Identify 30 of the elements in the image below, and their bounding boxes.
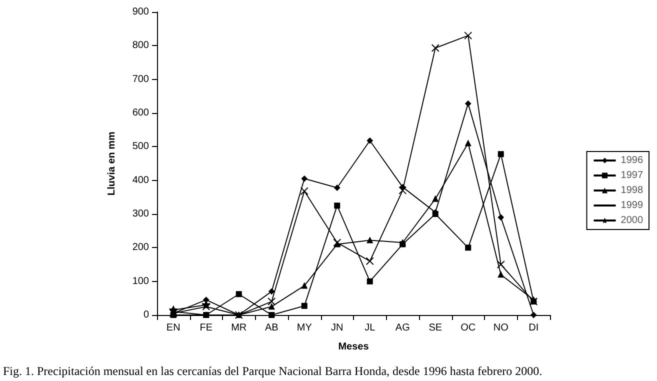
x-tick-label: MY [296, 322, 312, 334]
y-tick-label: 400 [132, 174, 150, 186]
y-tick-label: 500 [132, 141, 150, 152]
x-tick-label: MR [231, 322, 247, 334]
x-axis-title: Meses [338, 342, 370, 352]
y-tick-label: 800 [132, 40, 150, 52]
legend-label: 1996 [620, 155, 644, 166]
x-tick-label: OC [460, 322, 476, 334]
y-tick-label: 0 [143, 310, 150, 320]
x-tick-label: JL [364, 322, 376, 334]
x-tick-label: SE [428, 322, 442, 334]
y-tick-label: 200 [132, 242, 150, 254]
legend-label: 2000 [620, 215, 644, 226]
y-axis-title: Lluvia en mm [106, 131, 118, 196]
legend-label: 1998 [620, 185, 644, 196]
y-tick-label: 700 [132, 74, 150, 85]
y-tick-label: 600 [132, 108, 150, 118]
y-tick-label: 300 [132, 208, 150, 220]
x-tick-label: DI [528, 322, 539, 334]
legend-label: 1999 [620, 200, 644, 211]
x-tick-label: AG [395, 322, 410, 334]
y-tick-label: 900 [132, 6, 150, 18]
x-tick-label: JN [331, 322, 344, 334]
x-tick-label: EN [166, 322, 180, 334]
x-tick-label: AB [264, 322, 279, 334]
caption: Fig. 1. Precipitación mensual en las cercanías del Parque Nacional Barra Honda, desde 1996 hasta febrero 2000. [3, 364, 542, 378]
legend-label: 1997 [620, 170, 644, 181]
y-tick-label: 100 [132, 276, 150, 287]
x-tick-label: FE [200, 322, 213, 334]
x-tick-label: NO [493, 322, 509, 334]
